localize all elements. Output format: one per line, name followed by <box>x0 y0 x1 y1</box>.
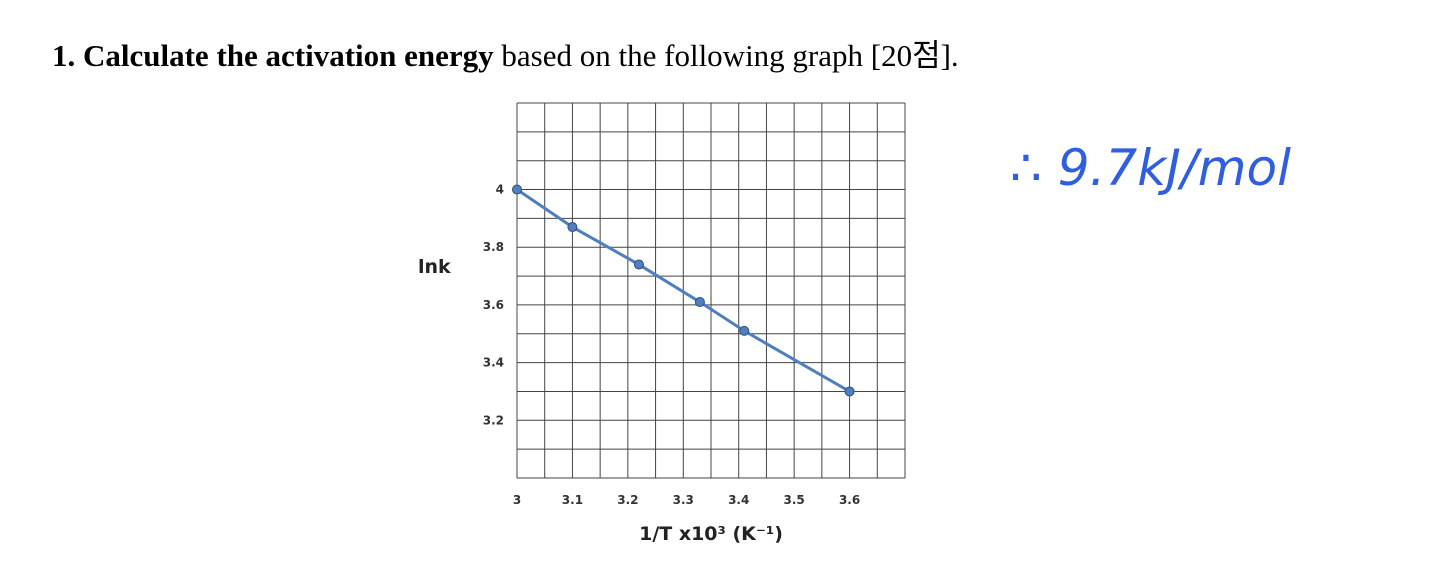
x-tick-label: 3.1 <box>562 493 583 507</box>
data-point <box>844 386 855 397</box>
y-tick-label: 3.4 <box>483 356 504 370</box>
data-line <box>516 188 851 393</box>
x-tick-label: 3.4 <box>728 493 749 507</box>
x-tick-label: 3.2 <box>617 493 638 507</box>
data-point <box>512 184 522 195</box>
x-tick-label: 3.6 <box>839 493 860 507</box>
y-axis-label: lnk <box>418 256 451 278</box>
question: 1. Calculate the activation energy based… <box>52 38 959 73</box>
data-point <box>739 325 750 336</box>
question-rest: based on the following graph [20점]. <box>501 38 958 73</box>
x-axis-label: 1/T x10³ (K⁻¹) <box>639 523 783 545</box>
data-point <box>567 222 578 233</box>
plot: 3 3.1 3.2 3.3 3.4 3.5 3.6 3.2 3.4 3.6 3.8 4 <box>483 102 906 507</box>
question-number: 1. <box>52 38 75 73</box>
y-tick-label: 3.6 <box>483 298 504 312</box>
x-tick-label: 3.5 <box>784 493 805 507</box>
data-point <box>633 259 644 270</box>
y-tick-label: 3.2 <box>483 413 504 427</box>
data-point <box>694 297 705 308</box>
x-tick-label: 3.3 <box>673 493 694 507</box>
y-tick-label: 3.8 <box>483 240 504 254</box>
x-tick-label: 3 <box>513 493 521 507</box>
question-bold: Calculate the activation energy <box>83 38 494 73</box>
handwritten-answer: ∴ 9.7kJ/mol <box>1010 139 1291 197</box>
y-tick-label: 4 <box>496 183 504 197</box>
